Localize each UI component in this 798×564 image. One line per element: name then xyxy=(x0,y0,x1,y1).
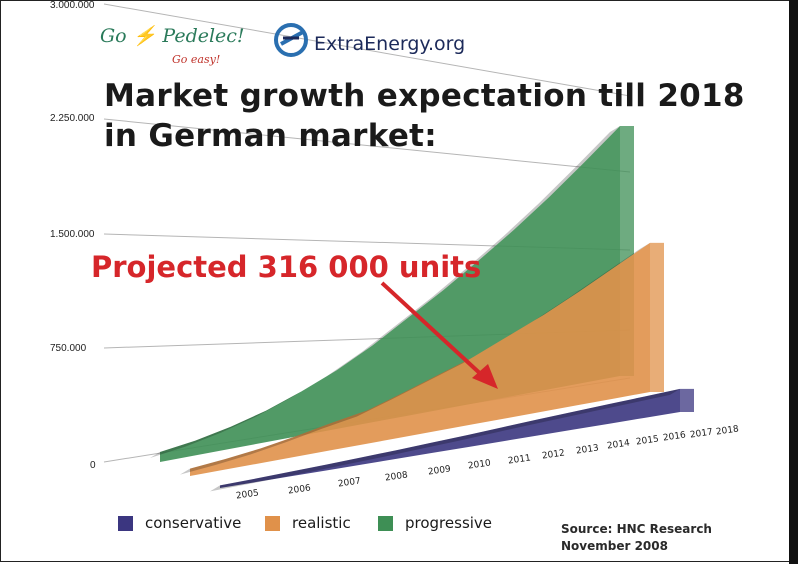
legend-swatch xyxy=(118,515,133,531)
gopedelec-go-text: Go xyxy=(100,25,127,47)
gopedelec-tagline: Go easy! xyxy=(172,53,221,66)
source-line2: November 2008 xyxy=(561,539,668,553)
projection-annotation: Projected 316 000 units xyxy=(91,250,482,284)
y-tick-label: 1.500.000 xyxy=(50,229,95,240)
series-end-cap-conservative xyxy=(680,388,694,412)
legend-item-conservative: conservative xyxy=(118,514,241,532)
legend-swatch xyxy=(378,515,393,531)
series-area-realistic xyxy=(190,242,650,476)
source-note: Source: HNC Research November 2008 xyxy=(561,521,712,555)
y-tick-label: 0 xyxy=(90,460,96,471)
legend-item-realistic: realistic xyxy=(265,514,351,532)
source-line1: Source: HNC Research xyxy=(561,522,712,536)
annotation-arrow-head xyxy=(472,364,498,389)
y-tick-label: 750.000 xyxy=(50,343,87,354)
series-layer xyxy=(150,125,694,492)
extraenergy-logo-text: ExtraEnergy.org xyxy=(314,33,466,55)
series-end-cap-realistic xyxy=(650,242,664,392)
grid-line xyxy=(103,118,631,173)
gopedelec-logo: Go ⚡ Pedelec! xyxy=(100,24,245,47)
legend-label: progressive xyxy=(405,514,493,532)
extraenergy-logo-icon xyxy=(274,23,308,57)
series-top-edge-conservative xyxy=(210,388,680,492)
y-tick-label: 2.250.000 xyxy=(50,113,95,124)
legend-label: realistic xyxy=(292,514,351,532)
gopedelec-name-text: Pedelec! xyxy=(162,25,245,47)
y-tick-label: 3.000.000 xyxy=(50,0,95,11)
chart-title-line1: Market growth expectation till 2018 xyxy=(104,78,745,114)
annotation-arrow-shaft xyxy=(380,281,487,380)
chart-legend: conservative realistic progressive xyxy=(0,514,520,534)
bolt-icon: ⚡ xyxy=(132,25,157,47)
legend-item-progressive: progressive xyxy=(378,514,492,532)
series-area-conservative xyxy=(220,388,680,488)
legend-swatch xyxy=(265,515,280,531)
grid-line xyxy=(103,3,631,97)
slide-edge xyxy=(789,0,798,564)
chart-title: Market growth expectation till 2018 in G… xyxy=(104,76,745,156)
legend-label: conservative xyxy=(145,514,242,532)
chart-title-line2: in German market: xyxy=(104,118,437,154)
annotation-arrow-layer xyxy=(380,281,498,389)
